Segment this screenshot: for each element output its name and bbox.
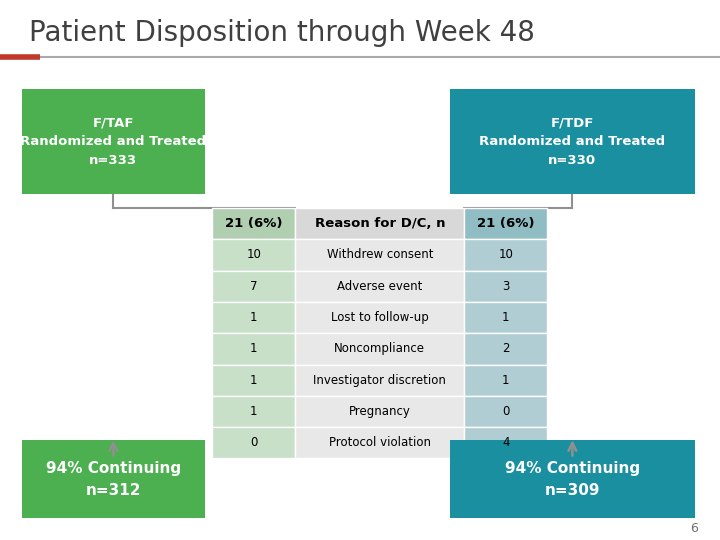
FancyBboxPatch shape <box>212 364 295 396</box>
FancyBboxPatch shape <box>295 239 464 271</box>
FancyBboxPatch shape <box>212 333 295 365</box>
Text: Patient Disposition through Week 48: Patient Disposition through Week 48 <box>29 19 535 47</box>
FancyBboxPatch shape <box>22 89 205 194</box>
FancyBboxPatch shape <box>464 208 547 239</box>
Text: Pregnancy: Pregnancy <box>349 405 410 418</box>
FancyBboxPatch shape <box>295 427 464 458</box>
Text: 1: 1 <box>250 311 258 324</box>
FancyBboxPatch shape <box>212 239 295 271</box>
FancyBboxPatch shape <box>295 208 464 239</box>
FancyBboxPatch shape <box>212 396 295 427</box>
FancyBboxPatch shape <box>464 427 547 458</box>
Text: 1: 1 <box>250 405 258 418</box>
Text: Lost to follow-up: Lost to follow-up <box>331 311 428 324</box>
FancyBboxPatch shape <box>464 302 547 333</box>
Text: 94% Continuing
n=312: 94% Continuing n=312 <box>46 461 181 498</box>
FancyBboxPatch shape <box>295 302 464 333</box>
FancyBboxPatch shape <box>22 440 205 518</box>
Text: 1: 1 <box>250 374 258 387</box>
FancyBboxPatch shape <box>212 208 295 239</box>
Text: 10: 10 <box>498 248 513 261</box>
Text: Protocol violation: Protocol violation <box>329 436 431 449</box>
Text: 0: 0 <box>502 405 510 418</box>
Text: Withdrew consent: Withdrew consent <box>327 248 433 261</box>
Text: F/TDF
Randomized and Treated
n=330: F/TDF Randomized and Treated n=330 <box>480 116 665 167</box>
FancyBboxPatch shape <box>464 364 547 396</box>
Text: 21 (6%): 21 (6%) <box>225 217 282 230</box>
Text: 1: 1 <box>502 311 510 324</box>
Text: F/TAF
Randomized and Treated
n=333: F/TAF Randomized and Treated n=333 <box>20 116 207 167</box>
Text: 3: 3 <box>502 280 510 293</box>
Text: 7: 7 <box>250 280 258 293</box>
FancyBboxPatch shape <box>464 333 547 365</box>
FancyBboxPatch shape <box>295 396 464 427</box>
Text: 4: 4 <box>502 436 510 449</box>
Text: 0: 0 <box>250 436 258 449</box>
FancyBboxPatch shape <box>450 440 695 518</box>
Text: Reason for D/C, n: Reason for D/C, n <box>315 217 445 230</box>
FancyBboxPatch shape <box>464 271 547 302</box>
FancyBboxPatch shape <box>295 364 464 396</box>
FancyBboxPatch shape <box>295 271 464 302</box>
Text: 21 (6%): 21 (6%) <box>477 217 534 230</box>
Text: 2: 2 <box>502 342 510 355</box>
FancyBboxPatch shape <box>295 333 464 365</box>
FancyBboxPatch shape <box>212 427 295 458</box>
FancyBboxPatch shape <box>450 89 695 194</box>
FancyBboxPatch shape <box>212 271 295 302</box>
Text: 1: 1 <box>250 342 258 355</box>
Text: 10: 10 <box>246 248 261 261</box>
Text: 6: 6 <box>690 522 698 535</box>
FancyBboxPatch shape <box>464 239 547 271</box>
FancyBboxPatch shape <box>464 396 547 427</box>
FancyBboxPatch shape <box>212 302 295 333</box>
Text: 1: 1 <box>502 374 510 387</box>
Text: Noncompliance: Noncompliance <box>334 342 426 355</box>
Text: Adverse event: Adverse event <box>337 280 423 293</box>
Text: 94% Continuing
n=309: 94% Continuing n=309 <box>505 461 640 498</box>
Text: Investigator discretion: Investigator discretion <box>313 374 446 387</box>
